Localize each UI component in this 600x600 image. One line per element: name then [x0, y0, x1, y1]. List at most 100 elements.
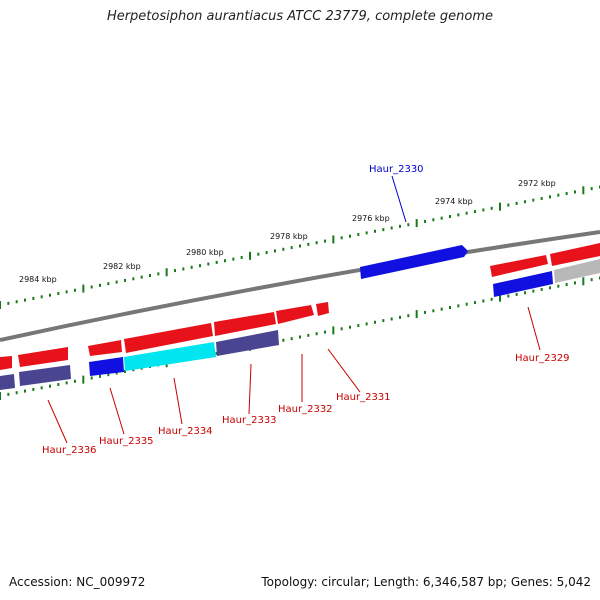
outer-scale-ticks — [0, 185, 600, 309]
scale-tick-minor — [574, 281, 576, 285]
gene-haur-2334-box[interactable] — [124, 342, 216, 371]
scale-tick-minor — [7, 392, 10, 396]
scale-tick-minor — [57, 292, 60, 296]
scale-tick-minor — [465, 302, 468, 306]
scale-label: 2978 kbp — [270, 232, 308, 241]
scale-tick-minor — [24, 298, 26, 302]
scale-tick-minor — [457, 213, 460, 217]
scale-tick-minor — [49, 384, 51, 388]
scale-tick-minor — [549, 286, 551, 290]
map-title: Herpetosiphon aurantiacus ATCC 23779, co… — [106, 9, 494, 24]
gene-haur-2329-arrow-b[interactable] — [550, 243, 600, 266]
scale-tick-minor — [349, 325, 351, 329]
scale-tick-minor — [365, 322, 368, 326]
scale-tick-minor — [24, 389, 26, 393]
scale-tick-minor — [307, 333, 310, 337]
gene-label-haur-2332[interactable]: Haur_2332 — [278, 404, 333, 415]
scale-tick-major — [332, 235, 335, 244]
scale-label: 2980 kbp — [186, 248, 224, 257]
scale-tick-minor — [432, 218, 435, 222]
gene-forward-arrow-5[interactable] — [88, 340, 122, 356]
scale-label: 2982 kbp — [103, 262, 141, 271]
scale-tick-minor — [324, 239, 326, 243]
gene-grey-box[interactable] — [554, 259, 600, 283]
scale-tick-minor — [299, 335, 301, 339]
gene-forward-arrow-7[interactable] — [0, 356, 12, 370]
gene-label-haur-2329[interactable]: Haur_2329 — [515, 353, 570, 364]
scale-tick-minor — [7, 301, 10, 305]
scale-tick-minor — [257, 252, 260, 256]
scale-tick-minor — [340, 327, 343, 331]
gene-haur-2330-arrow[interactable] — [360, 245, 468, 279]
gene-haur-2329-arrow-a[interactable] — [490, 255, 548, 277]
scale-tick-minor — [440, 307, 443, 311]
gene-left-edge-box[interactable] — [0, 374, 15, 390]
scale-tick-minor — [540, 196, 543, 200]
gene-haur-2333-box[interactable] — [216, 330, 279, 356]
scale-tick-minor — [65, 290, 68, 294]
scale-tick-minor — [490, 206, 493, 210]
scale-tick-minor — [590, 187, 593, 191]
scale-tick-minor — [190, 265, 193, 269]
gene-label-haur-2331[interactable]: Haur_2331 — [336, 392, 391, 403]
scale-tick-minor — [407, 223, 410, 227]
gene-label-haur-2330[interactable]: Haur_2330 — [369, 164, 424, 175]
scale-tick-major — [249, 251, 251, 260]
scale-tick-minor — [390, 226, 393, 230]
scale-tick-minor — [232, 257, 235, 261]
scale-tick-major — [499, 202, 501, 211]
scale-tick-minor — [240, 255, 243, 259]
scale-tick-minor — [482, 299, 485, 303]
scale-tick-minor — [490, 297, 493, 301]
scale-tick-minor — [365, 231, 368, 235]
gene-haur-2335-box[interactable] — [89, 357, 124, 376]
gene-forward-arrow-4[interactable] — [124, 323, 213, 353]
scale-tick-minor — [90, 376, 93, 380]
scale-tick-minor — [532, 198, 535, 202]
scale-tick-minor — [349, 234, 351, 238]
scale-tick-minor — [357, 324, 360, 328]
scale-tick-major — [0, 301, 1, 309]
gene-forward-arrow-6[interactable] — [18, 347, 68, 367]
scale-tick-minor — [324, 330, 326, 334]
scale-tick-minor — [215, 351, 218, 355]
scale-label: 2972 kbp — [518, 179, 556, 188]
scale-tick-major — [82, 375, 85, 384]
gene-label-haur-2335[interactable]: Haur_2335 — [99, 436, 154, 447]
gene-label-haur-2334[interactable]: Haur_2334 — [158, 426, 213, 437]
scale-tick-minor — [15, 391, 18, 395]
scale-tick-minor — [290, 337, 293, 341]
scale-tick-minor — [124, 278, 126, 282]
scale-tick-minor — [574, 190, 576, 194]
gene-haur-2336-box[interactable] — [19, 365, 71, 386]
scale-tick-minor — [107, 282, 110, 286]
scale-tick-major — [0, 392, 1, 400]
scale-tick-minor — [424, 310, 426, 314]
scale-tick-minor — [140, 275, 143, 279]
gene-labels: Haur_2330 Haur_2329 Haur_2331 Haur_2332 … — [42, 164, 570, 456]
scale-tick-minor — [265, 251, 268, 255]
inner-scale-ticks — [0, 276, 600, 400]
scale-tick-minor — [65, 381, 68, 385]
gene-label-haur-2333[interactable]: Haur_2333 — [222, 415, 277, 426]
scale-tick-minor — [424, 219, 426, 223]
scale-tick-minor — [407, 314, 410, 318]
gene-label-haur-2336[interactable]: Haur_2336 — [42, 445, 97, 456]
gene-haur-2329-box[interactable] — [493, 271, 553, 297]
scale-tick-minor — [124, 369, 126, 373]
gene-forward-arrow-2[interactable] — [276, 305, 314, 324]
scale-tick-minor — [374, 320, 376, 324]
scale-tick-minor — [74, 379, 76, 383]
scale-tick-minor — [399, 224, 401, 228]
scale-tick-minor — [382, 319, 385, 323]
scale-labels: 2972 kbp 2974 kbp 2976 kbp 2978 kbp 2980… — [19, 179, 556, 284]
scale-tick-minor — [449, 215, 451, 218]
gene-forward-arrow-3[interactable] — [214, 312, 276, 336]
scale-tick-minor — [524, 291, 526, 295]
scale-tick-minor — [474, 301, 476, 305]
scale-tick-minor — [99, 283, 101, 287]
scale-tick-minor — [507, 203, 510, 207]
gene-forward-arrow-1[interactable] — [316, 302, 329, 316]
callout-lines — [47, 175, 541, 444]
scale-tick-minor — [107, 373, 110, 377]
